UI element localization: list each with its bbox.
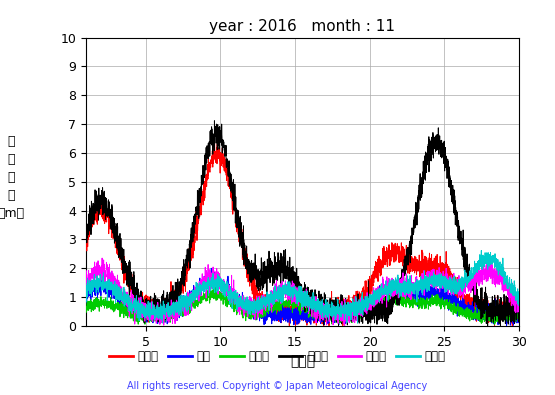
Legend: 上ノ国, 唐桑, 石廈崎, 経ヶ崎, 生月島, 屋久島: 上ノ国, 唐桑, 石廈崎, 経ヶ崎, 生月島, 屋久島 [105, 345, 450, 367]
Text: All rights reserved. Copyright © Japan Meteorological Agency: All rights reserved. Copyright © Japan M… [128, 381, 427, 391]
Text: 有
義
波
高
（m）: 有 義 波 高 （m） [0, 135, 24, 220]
Title: year : 2016   month : 11: year : 2016 month : 11 [209, 19, 396, 34]
X-axis label: （日）: （日） [290, 354, 315, 368]
